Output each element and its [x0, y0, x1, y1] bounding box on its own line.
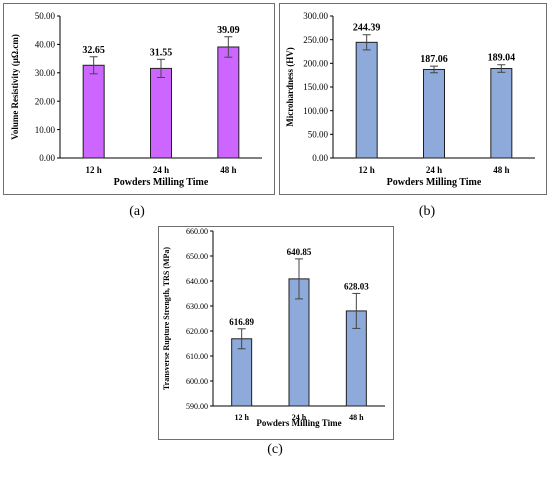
y-tick-label: 630.00 [186, 302, 208, 311]
x-axis-title: Powders Milling Time [387, 177, 482, 188]
x-tick-label: 24 h [426, 165, 442, 175]
y-tick-label: 600.00 [186, 377, 208, 386]
y-axis-title: Volume Resistivity (μΩ.cm) [10, 34, 20, 140]
data-label: 187.06 [420, 54, 448, 65]
y-tick-label: 100.00 [303, 106, 328, 116]
x-axis-title: Powders Milling Time [114, 177, 209, 188]
bar [217, 46, 240, 159]
y-axis-title: Transverse Rupture Strength, TRS (MPa) [162, 247, 171, 391]
data-label: 31.55 [150, 47, 173, 58]
x-tick-label: 48 h [220, 165, 236, 175]
y-tick-label: 590.00 [186, 402, 208, 411]
y-tick-label: 250.00 [303, 35, 328, 45]
data-label: 616.89 [229, 317, 254, 327]
y-tick-label: 30.00 [35, 68, 56, 78]
panel-caption-c: (c) [267, 442, 283, 457]
chart-panel-c: 590.00 600.00 610.00 620.00 630.00 640.00 650.… [158, 226, 394, 440]
chart-b-svg: 0.00 50.00 100.00 150.00 200.00 250.00 300.00 2… [285, 11, 535, 188]
data-label: 640.85 [287, 247, 312, 257]
y-axis-title: Microhardness (HV) [285, 47, 295, 127]
y-tick-label: 50.00 [308, 129, 329, 139]
bar [490, 68, 513, 159]
x-tick-label: 12 h [86, 165, 102, 175]
panel-caption-b: (b) [418, 204, 436, 219]
bar [423, 68, 445, 159]
bar [82, 64, 105, 159]
y-tick-label: 610.00 [186, 352, 208, 361]
y-tick-label: 300.00 [303, 11, 328, 21]
x-tick-label: 12 h [234, 413, 249, 422]
data-label: 628.03 [344, 281, 369, 291]
chart-panel-a: 0.00 10.00 20.00 30.00 40.00 50.00 32.65 12 h 31… [3, 3, 275, 195]
x-axis-title: Powders Milling Time [256, 418, 341, 428]
x-tick-label: 12 h [359, 165, 375, 175]
data-label: 189.04 [488, 53, 516, 64]
data-label: 32.65 [82, 45, 105, 56]
y-tick-label: 20.00 [35, 96, 56, 106]
y-tick-label: 0.00 [312, 153, 328, 163]
y-tick-label: 10.00 [35, 125, 56, 135]
data-label: 244.39 [353, 23, 381, 34]
y-tick-label: 640.00 [186, 277, 208, 286]
y-tick-label: 650.00 [186, 252, 208, 261]
bar [355, 41, 378, 159]
y-tick-label: 40.00 [35, 40, 56, 50]
x-tick-label: 48 h [493, 165, 509, 175]
chart-panel-b: 0.00 50.00 100.00 150.00 200.00 250.00 300.00 2… [279, 3, 547, 195]
y-tick-label: 0.00 [39, 153, 55, 163]
data-label: 39.09 [217, 25, 240, 36]
x-tick-label: 24 h [292, 413, 307, 422]
chart-c-svg: 590.00 600.00 610.00 620.00 630.00 640.00 650.… [162, 227, 385, 428]
y-tick-label: 50.00 [35, 11, 56, 21]
x-tick-label: 48 h [349, 413, 364, 422]
panel-caption-a: (a) [129, 204, 145, 219]
chart-a-svg: 0.00 10.00 20.00 30.00 40.00 50.00 32.65 12 h 31… [10, 11, 262, 188]
y-tick-label: 200.00 [303, 58, 328, 68]
x-tick-label: 24 h [153, 165, 169, 175]
y-tick-label: 620.00 [186, 327, 208, 336]
y-tick-label: 150.00 [303, 82, 328, 92]
y-tick-label: 660.00 [186, 227, 208, 236]
bar [150, 67, 172, 159]
